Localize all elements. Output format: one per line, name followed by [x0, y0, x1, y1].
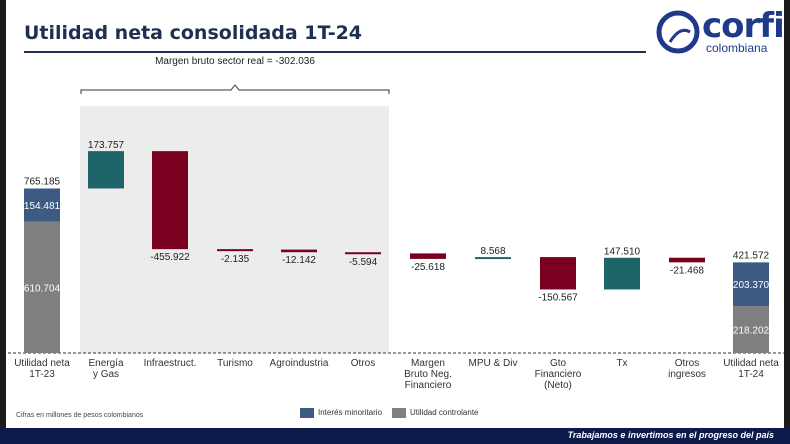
change-label-3: -2.135: [221, 254, 250, 265]
total-label-1t24: 421.572: [733, 250, 770, 261]
change-label-8: -150.567: [538, 292, 578, 303]
category-label-8-2: (Neto): [544, 380, 572, 391]
bar-change-5: [345, 252, 381, 255]
bar-controlante-1t24: [733, 306, 769, 353]
legend-swatch-controlante: [392, 408, 406, 418]
bar-change-7: [475, 257, 511, 260]
category-label-5-0: Otros: [351, 358, 375, 369]
minoritario-label-1t23: 154.481: [24, 201, 61, 212]
controlante-label-1t24: 218.202: [733, 326, 770, 337]
sector-real-bracket: [80, 84, 390, 94]
logo-swirl-icon: [656, 10, 700, 54]
bracket-label: Margen bruto sector real = -302.036: [155, 56, 315, 67]
footer-bar: Trabajamos e invertimos en el progreso d…: [0, 428, 790, 444]
change-label-2: -455.922: [150, 252, 190, 263]
bar-change-3: [217, 249, 253, 252]
category-label-7-0: MPU & Div: [469, 358, 518, 369]
category-label-6-1: Bruto Neg.: [404, 369, 452, 380]
bar-change-1: [88, 151, 124, 189]
legend-label-minoritario: Interés minoritario: [318, 408, 383, 418]
category-label-0-0: Utilidad neta: [14, 358, 70, 369]
category-label-2-0: Infraestruct.: [144, 358, 197, 369]
bar-change-4: [281, 249, 317, 253]
change-label-6: -25.618: [411, 262, 445, 273]
category-label-3-0: Turismo: [217, 358, 253, 369]
footer-tagline: Trabajamos e invertimos en el progreso d…: [567, 430, 774, 440]
legend-item-minoritario: Interés minoritario: [300, 408, 382, 418]
change-label-7: 8.568: [480, 246, 505, 257]
bar-controlante-1t23: [24, 221, 60, 353]
category-label-1-1: y Gas: [93, 369, 119, 380]
minoritario-label-1t24: 203.370: [733, 280, 770, 291]
category-label-0-1: 1T-23: [29, 369, 55, 380]
category-label-1-0: Energía: [88, 358, 123, 369]
bar-change-8: [540, 257, 576, 290]
legend-label-controlante: Utilidad controlante: [410, 408, 479, 418]
title-underline: [24, 51, 646, 53]
page-title: Utilidad neta consolidada 1T-24: [24, 22, 363, 44]
category-label-8-0: Gto: [550, 358, 567, 369]
bar-change-10: [669, 257, 705, 263]
bar-minoritario-1t23: [24, 188, 60, 222]
change-label-1: 173.757: [88, 140, 125, 151]
total-label-1t23: 765.185: [24, 176, 61, 187]
category-label-10-0: Otros: [675, 358, 699, 369]
category-label-6-0: Margen: [411, 358, 445, 369]
change-label-5: -5.594: [349, 257, 378, 268]
legend-item-controlante: Utilidad controlante: [392, 408, 478, 418]
bar-change-9: [604, 257, 640, 290]
corfi-logo: corfi colombiana: [656, 6, 785, 58]
category-label-9-0: Tx: [616, 358, 627, 369]
frame-right-edge: [784, 0, 790, 444]
bar-minoritario-1t24: [733, 262, 769, 307]
frame-left-edge: [0, 0, 6, 444]
logo-subtext: colombiana: [706, 41, 768, 55]
category-label-11-1: 1T-24: [738, 369, 764, 380]
change-label-10: -21.468: [670, 265, 704, 276]
category-label-8-1: Financiero: [535, 369, 582, 380]
category-label-11-0: Utilidad neta: [723, 358, 779, 369]
change-label-9: 147.510: [604, 247, 641, 258]
logo-wordmark: corfi: [702, 6, 785, 46]
controlante-label-1t23: 610.704: [24, 283, 61, 294]
bar-change-2: [152, 151, 188, 250]
legend-swatch-minoritario: [300, 408, 314, 418]
units-footnote: Cifras en millones de pesos colombianos: [16, 412, 144, 419]
category-label-10-1: ingresos: [668, 369, 706, 380]
sector-real-shading: [80, 106, 389, 353]
change-label-4: -12.142: [282, 255, 316, 266]
category-label-6-2: Financiero: [405, 380, 452, 391]
category-label-4-0: Agroindustria: [270, 358, 329, 369]
bar-change-6: [410, 253, 446, 259]
